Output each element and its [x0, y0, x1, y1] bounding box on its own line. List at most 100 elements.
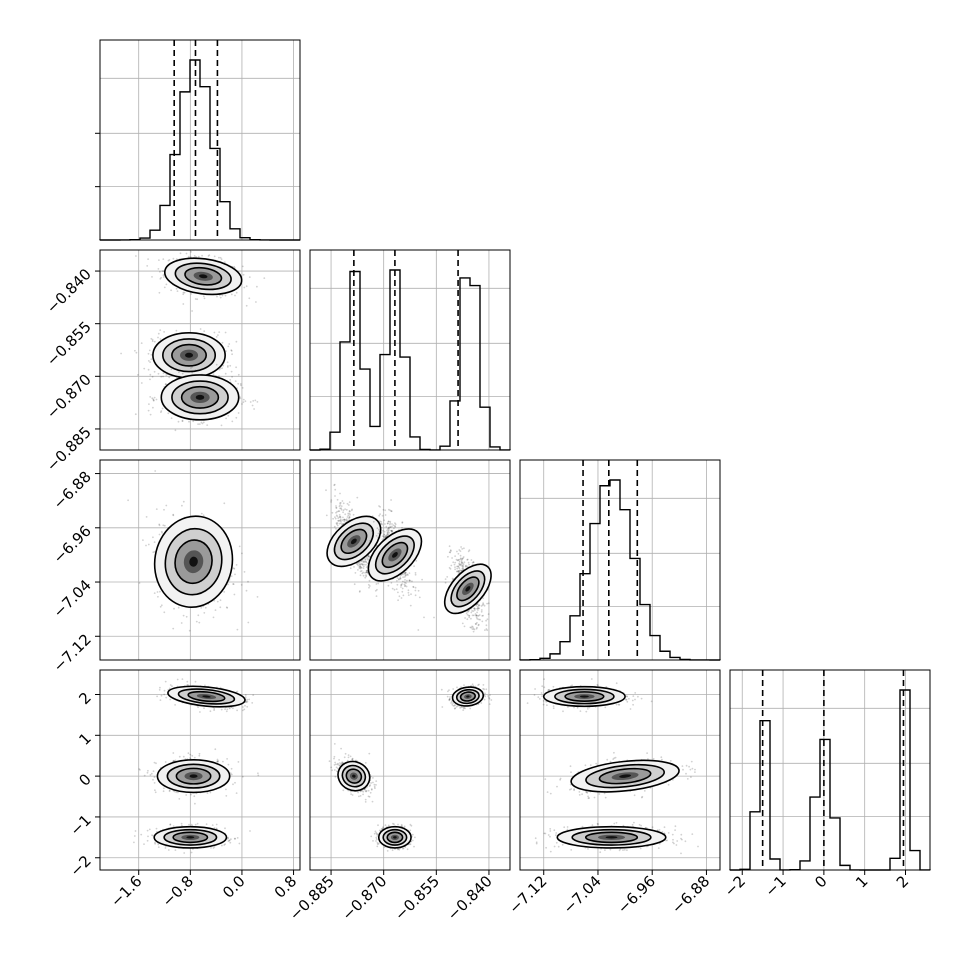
sample-point — [338, 516, 341, 519]
density-level-1-4 — [391, 552, 398, 558]
sample-point — [241, 403, 243, 405]
sample-point — [149, 373, 152, 376]
sample-point — [120, 352, 122, 355]
sample-point — [461, 558, 463, 561]
sample-point — [336, 524, 339, 527]
sample-point — [399, 576, 402, 578]
sample-point — [150, 353, 153, 356]
sample-point — [460, 561, 463, 564]
sample-point — [404, 571, 407, 574]
panel-2-2 — [519, 459, 721, 661]
sample-point — [207, 255, 210, 257]
sample-point — [219, 296, 222, 299]
sample-point — [346, 502, 349, 505]
sample-point — [335, 505, 337, 507]
sample-point — [181, 420, 184, 422]
sample-point — [181, 504, 183, 507]
sample-point — [244, 694, 247, 696]
sample-point — [204, 367, 207, 370]
contour-2-2 — [180, 385, 220, 409]
sample-point — [213, 255, 216, 258]
sample-point — [230, 370, 233, 373]
sample-point — [221, 367, 224, 370]
contour-0-1 — [177, 688, 236, 705]
sample-point — [339, 502, 341, 505]
sample-point — [200, 607, 203, 609]
sample-point — [387, 527, 390, 530]
sample-point — [181, 678, 184, 680]
sample-point — [341, 519, 344, 522]
sample-point — [244, 704, 246, 707]
sample-point — [347, 504, 350, 506]
sample-point — [188, 629, 191, 632]
sample-point — [152, 551, 155, 554]
sample-point — [220, 708, 223, 711]
sample-point — [151, 375, 154, 378]
sample-point — [398, 578, 400, 580]
panel-2-1 — [309, 459, 511, 661]
sample-point — [381, 535, 384, 537]
sample-point — [360, 563, 362, 565]
sample-point — [156, 591, 159, 593]
sample-point — [213, 331, 216, 334]
sample-point — [446, 576, 449, 578]
sample-point — [387, 529, 390, 531]
sample-point — [390, 510, 393, 513]
sample-point — [476, 607, 478, 610]
sample-point — [358, 567, 361, 569]
sample-point — [459, 564, 462, 566]
sample-point — [152, 398, 155, 401]
sample-point — [140, 382, 143, 384]
sample-point — [369, 540, 371, 542]
sample-point — [383, 533, 386, 536]
sample-point — [227, 583, 229, 586]
sample-point — [180, 622, 183, 624]
sample-point — [339, 516, 342, 519]
sample-point — [245, 700, 248, 702]
sample-point — [469, 626, 472, 629]
sample-point — [237, 761, 240, 763]
sample-point — [172, 627, 175, 630]
sample-point — [485, 624, 488, 627]
sample-point — [382, 529, 384, 532]
sample-point — [225, 350, 227, 352]
sample-point — [150, 358, 153, 361]
sample-point — [206, 792, 209, 794]
sample-point — [376, 527, 379, 530]
sample-point — [380, 531, 383, 534]
sample-point — [167, 259, 170, 262]
sample-point — [482, 602, 484, 605]
sample-point — [392, 524, 395, 527]
sample-point — [395, 588, 398, 590]
sample-point — [182, 293, 185, 296]
sample-point — [448, 545, 451, 548]
sample-point — [217, 760, 220, 762]
sample-point — [458, 549, 461, 551]
sample-point — [153, 396, 156, 399]
sample-point — [168, 789, 171, 792]
sample-point — [218, 331, 221, 333]
sample-point — [231, 353, 234, 356]
sample-point — [153, 340, 156, 343]
sample-point — [335, 507, 338, 509]
sample-point — [405, 585, 408, 588]
sample-point — [182, 755, 185, 758]
sample-point — [243, 571, 246, 573]
sample-point — [340, 505, 343, 507]
sample-point — [216, 295, 218, 298]
sample-point — [456, 550, 458, 553]
sample-point — [217, 334, 219, 336]
sample-point — [400, 586, 402, 588]
sample-point — [359, 570, 362, 573]
sample-point — [134, 349, 136, 352]
sample-point — [223, 591, 226, 593]
sample-point — [338, 505, 341, 508]
sample-point — [247, 621, 250, 624]
sample-point — [362, 574, 365, 577]
contour-0-1 — [164, 527, 223, 596]
sample-point — [142, 539, 144, 541]
sample-point — [421, 578, 423, 581]
density-level-2-4 — [465, 586, 471, 592]
sample-point — [401, 587, 404, 590]
sample-point — [458, 567, 461, 570]
